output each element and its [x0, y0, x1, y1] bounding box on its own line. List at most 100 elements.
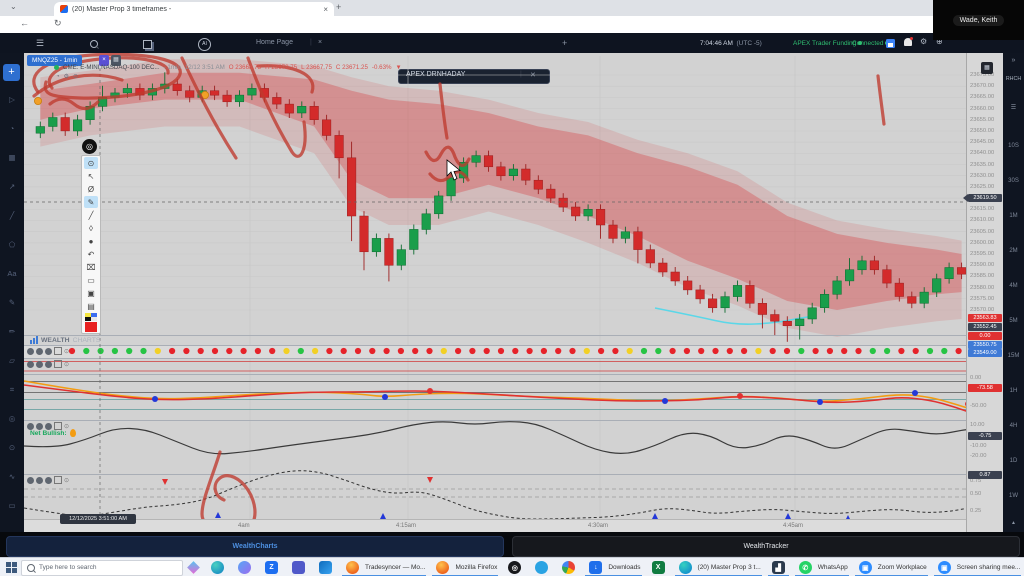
tab-apex-drnhaday[interactable] — [398, 69, 550, 84]
pin-tool-icon[interactable]: ⊙ — [8, 443, 16, 452]
color-palette[interactable] — [85, 313, 97, 321]
taskbar-search-input[interactable]: Type here to search — [21, 559, 183, 576]
settings-icon[interactable] — [36, 347, 43, 355]
timeframe-10s[interactable]: 10S — [1008, 143, 1019, 149]
brush-tool-icon[interactable]: ✏ — [8, 327, 16, 336]
instrument-tab-lock-icon[interactable]: ▦ — [111, 55, 121, 66]
menu-icon[interactable]: ☰ — [36, 38, 45, 48]
collapse-icon[interactable]: » — [1011, 57, 1016, 64]
ai-icon[interactable]: AI — [198, 38, 211, 51]
trash-tool-icon[interactable]: ⌧ — [86, 262, 96, 272]
expand-icon[interactable] — [54, 347, 62, 355]
calendar-tool-icon[interactable]: ▦ — [8, 153, 16, 162]
expand-icon[interactable] — [54, 360, 62, 368]
hide-icon[interactable] — [27, 347, 34, 355]
layouts-icon[interactable] — [143, 40, 152, 49]
tab-search-chevron[interactable]: ⌄ — [10, 2, 17, 11]
text-tool-icon[interactable]: Aa — [7, 269, 17, 278]
list-icon[interactable]: ☰ — [1010, 105, 1017, 111]
comment-tool-icon[interactable]: ▭ — [8, 501, 16, 510]
copilot-icon[interactable] — [187, 561, 200, 574]
dot-brush-tool-icon[interactable]: ● — [88, 236, 94, 246]
whatsapp-button[interactable]: ✆ WhatsApp — [792, 558, 852, 576]
add-chart-tab-button[interactable]: + — [562, 38, 568, 48]
screen-tool-icon[interactable]: ▭ — [87, 275, 95, 285]
timeframe-1m[interactable]: 1M — [1009, 213, 1018, 219]
pencil-tool-icon[interactable]: ✎ — [8, 298, 16, 307]
trend-line-tool-icon[interactable]: ↗ — [8, 182, 16, 191]
wave-tool-icon[interactable]: ∿ — [8, 472, 16, 481]
firefox-window-button[interactable]: Mozilla Firefox — [429, 558, 501, 576]
panel-controls[interactable]: ⊙ — [27, 476, 69, 484]
hide-icon[interactable] — [27, 360, 34, 368]
panel-controls[interactable]: ⊙ — [27, 360, 69, 368]
wealthcharts-window-button[interactable]: WealthCharts — [6, 536, 504, 557]
telegram-icon[interactable] — [528, 558, 555, 576]
hide-icon[interactable] — [27, 422, 34, 430]
eraser-tool-icon[interactable]: ◊ — [89, 223, 93, 233]
tab-home-page[interactable]: Home Page — [256, 39, 293, 46]
new-tab-button[interactable]: + — [336, 2, 342, 12]
timeframe-4h[interactable]: 4H — [1009, 423, 1018, 429]
eye-icon[interactable]: ⊙ — [64, 348, 70, 355]
chrome-icon[interactable] — [555, 558, 582, 576]
timeframe-4m[interactable]: 4M — [1009, 283, 1018, 289]
depth-icon[interactable]: ▲ — [1011, 520, 1016, 526]
measure-tool-icon[interactable]: ⌗ — [9, 385, 15, 394]
watchlist-button[interactable]: RHCH — [1005, 76, 1022, 82]
undo-tool-icon[interactable]: ↶ — [87, 249, 95, 259]
teams-icon[interactable] — [285, 558, 312, 576]
eye-icon[interactable]: ⊙ — [64, 423, 70, 430]
zoom-screenshare-button[interactable]: ▣ Screen sharing mee... — [931, 558, 1024, 576]
eye-icon[interactable]: ⊙ — [64, 361, 70, 368]
zoom-workplace-button[interactable]: ▣ Zoom Workplace — [852, 558, 931, 576]
timeframe-1w[interactable]: 1W — [1009, 493, 1018, 499]
edge-master-prop-button[interactable]: (20) Master Prop 3 t... — [672, 558, 765, 576]
cursor-tool-icon[interactable]: ▷ — [9, 95, 15, 104]
line-tool-icon[interactable]: ╱ — [9, 211, 15, 220]
gear-icon[interactable]: ⚙ — [920, 37, 928, 46]
shapes-tool-icon[interactable]: ⬠ — [8, 240, 16, 249]
panel-controls[interactable]: ⊙ — [27, 422, 69, 430]
more-icon[interactable] — [45, 422, 52, 430]
time-axis[interactable]: 4am 4:15am 4:30am 4:45am — [24, 519, 966, 533]
clock-tool-icon[interactable]: ◔ — [9, 124, 15, 133]
chart-settings-icon[interactable]: ▦ — [981, 62, 993, 74]
outlook-icon[interactable] — [312, 558, 339, 576]
camera-tool-icon[interactable]: ▣ — [87, 288, 95, 298]
hide-icon[interactable] — [27, 476, 34, 484]
search-icon[interactable] — [90, 40, 98, 48]
back-icon[interactable]: ← — [20, 18, 29, 28]
more-icon[interactable] — [45, 360, 52, 368]
line-draw-tool-icon[interactable]: ╱ — [88, 210, 94, 220]
instrument-tab[interactable]: MNQZ25 - 1min — [27, 55, 83, 66]
start-button[interactable] — [6, 562, 17, 573]
stats-icon[interactable]: ▟ — [765, 558, 792, 576]
price-chart[interactable] — [24, 53, 1003, 532]
shape-pen-tool-icon[interactable]: Ø — [87, 184, 95, 194]
save-icon[interactable] — [886, 39, 895, 48]
tab-close-icon[interactable]: × — [323, 4, 328, 14]
timeframe-1d[interactable]: 1D — [1009, 458, 1018, 464]
instrument-tab-close-icon[interactable]: × — [99, 55, 109, 66]
settings-icon[interactable] — [36, 422, 43, 430]
edge-browser-icon[interactable] — [204, 558, 231, 576]
timeframe-5m[interactable]: 5M — [1009, 318, 1018, 324]
bell-icon[interactable] — [904, 37, 913, 46]
downloads-button[interactable]: ↓ Downloads — [582, 558, 644, 576]
refresh-icon[interactable]: ↻ — [54, 18, 62, 28]
firefox-tradesyncer-button[interactable]: Tradesyncer — Mo... — [339, 558, 429, 576]
browser-tab[interactable]: (20) Master Prop 3 timeframes - × — [54, 2, 334, 16]
active-color-swatch[interactable] — [85, 322, 97, 332]
expand-icon[interactable] — [54, 422, 62, 430]
polygon-tool-icon[interactable]: ▱ — [9, 356, 15, 365]
pointer-target-icon[interactable]: ◎ — [82, 139, 97, 154]
timeframe-1h[interactable]: 1H — [1009, 388, 1018, 394]
globe-icon[interactable]: ⊕ — [936, 37, 943, 46]
expand-icon[interactable] — [54, 476, 62, 484]
wealthtracker-window-button[interactable]: WealthTracker — [512, 536, 1020, 557]
tradingview-icon[interactable]: Z — [258, 558, 285, 576]
tab-home-close-icon[interactable]: × — [318, 39, 323, 46]
copilot-icon[interactable] — [231, 558, 258, 576]
panel-controls[interactable]: ⊙ — [27, 347, 69, 355]
